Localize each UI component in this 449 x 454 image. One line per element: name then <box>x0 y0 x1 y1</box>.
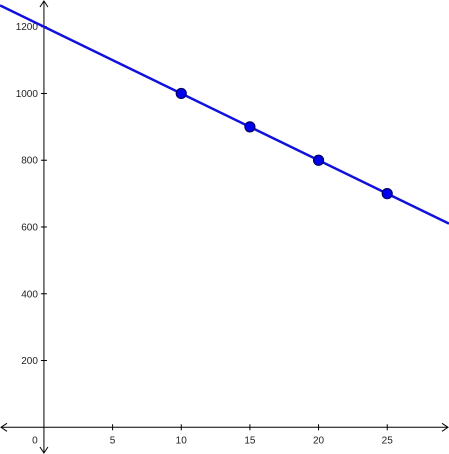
y-tick-label: 400 <box>21 289 38 300</box>
data-point <box>175 87 187 100</box>
y-tick-label: 800 <box>21 156 38 167</box>
x-axis-arrow-right <box>441 422 449 432</box>
data-points <box>175 87 393 200</box>
x-tick-label: 5 <box>110 435 116 446</box>
origin-label: 0 <box>32 435 38 446</box>
series <box>0 4 449 225</box>
x-tick-label: 15 <box>244 435 256 446</box>
x-axis-arrow-left <box>0 422 8 432</box>
y-tick-label: 600 <box>21 223 38 234</box>
axis-ticks: 5 10 15 20 25 200 400 600 800 1000 1200 0 <box>16 22 394 446</box>
x-tick-label: 20 <box>313 435 325 446</box>
data-point <box>312 154 325 166</box>
x-tick-label: 10 <box>176 435 188 446</box>
data-point <box>244 121 256 133</box>
y-tick-label: 200 <box>21 356 38 367</box>
y-tick-label: 1000 <box>16 89 39 100</box>
y-tick-label: 1200 <box>16 22 39 33</box>
x-tick-label: 25 <box>382 435 394 446</box>
y-axis-arrow-down <box>39 446 49 454</box>
series-line <box>0 4 449 225</box>
data-point <box>381 188 393 200</box>
y-axis-arrow-up <box>39 0 49 8</box>
